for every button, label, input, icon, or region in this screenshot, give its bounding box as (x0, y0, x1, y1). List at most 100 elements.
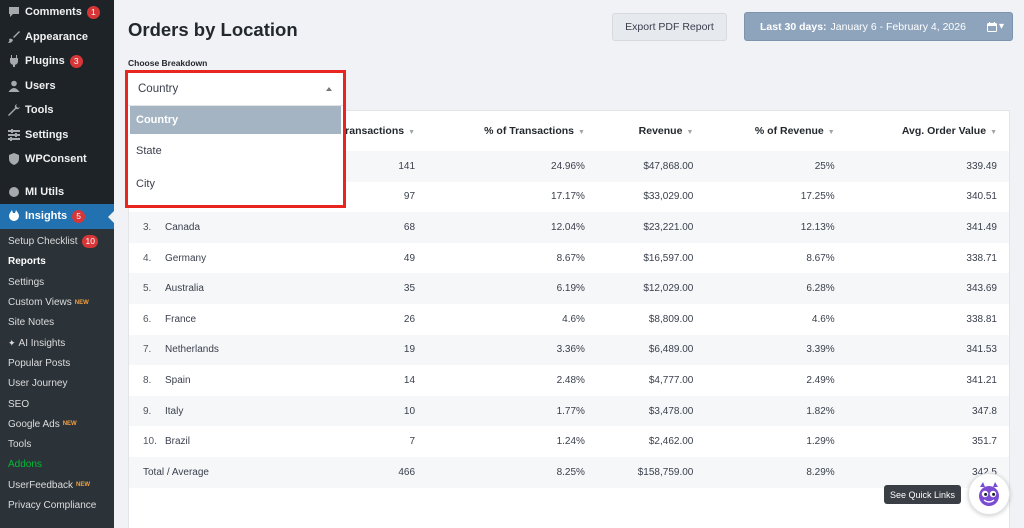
location-name: Italy (165, 405, 184, 417)
avg-order-value-cell: 341.53 (846, 334, 1009, 366)
sidebar-item-label: Comments (25, 6, 82, 19)
column-header-label: % of Revenue (754, 125, 824, 137)
sidebar-item-comments[interactable]: Comments 1 (0, 0, 114, 25)
avg-order-value-cell: 340.51 (966, 191, 997, 203)
caret-up-icon (326, 87, 332, 91)
submenu-item-popular-posts[interactable]: Popular Posts (0, 353, 114, 373)
sort-icon[interactable]: ▼ (990, 129, 997, 136)
submenu-item-google-ads[interactable]: Google Ads NEW (0, 414, 114, 434)
date-range-button[interactable]: Last 30 days: January 6 - February 4, 20… (744, 12, 1013, 41)
settings-icon-wrap (7, 128, 20, 141)
pct-revenue-cell: 17.25% (800, 191, 835, 203)
sidebar-item-tools[interactable]: Tools (0, 98, 114, 123)
avg-order-value-cell: 339.49 (846, 151, 1009, 182)
sidebar-item-mi-utils[interactable]: MI Utils (0, 180, 114, 205)
column-header[interactable]: Transactions ▼ (291, 111, 427, 151)
column-header-label: Avg. Order Value (901, 125, 987, 137)
date-picker-toggle[interactable]: ▾ (986, 21, 1004, 32)
table-row: 3. Canada 68 12.04% $23,221.00 12.13% 341.49 (129, 212, 1009, 243)
notification-badge: 10 (82, 235, 98, 249)
location-name: Australia (165, 283, 204, 295)
location-cell: 3. Canada (129, 212, 292, 243)
plugin-icon-wrap (7, 55, 20, 68)
page-title: Orders by Location (128, 19, 298, 40)
sort-icon[interactable]: ▼ (686, 129, 694, 136)
sidebar-item-settings[interactable]: Settings (0, 123, 114, 148)
sidebar-item-label: Appearance (25, 30, 88, 43)
submenu-item-label: AI Insights (18, 337, 66, 349)
breakdown-option-country[interactable]: Country (130, 106, 341, 134)
users-icon-wrap (7, 79, 20, 92)
submenu-item-label: Tools (8, 439, 32, 451)
revenue-cell: $6,489.00 (596, 334, 706, 366)
pct-revenue-cell: 4.6% (811, 313, 835, 325)
submenu-item-userfeedback[interactable]: UserFeedback NEW (0, 475, 114, 495)
report-table-card: Transactions ▼% of Transactions ▼ Revenue ▼%… (128, 110, 1010, 528)
breakdown-label: Choose Breakdown (128, 58, 208, 68)
location-cell: 10. Brazil (129, 426, 291, 457)
quick-links-tooltip[interactable]: See Quick Links (884, 485, 962, 504)
location-cell: 9. Italy (129, 395, 292, 427)
transactions-cell: 97 (403, 191, 416, 203)
column-header[interactable]: Avg. Order Value ▼ (847, 111, 1009, 151)
revenue-cell: $2,462.00 (648, 436, 694, 448)
revenue-cell: $23,221.00 (596, 212, 706, 243)
pct-revenue-cell: 1.29% (806, 436, 835, 448)
submenu-item-ai-insights[interactable]: ✦ AI Insights (0, 333, 114, 353)
total-pct-transactions: 8.25% (427, 456, 597, 488)
avg-order-value-cell: 341.21 (966, 374, 997, 386)
utils-icon-wrap (7, 185, 20, 198)
submenu-item-settings[interactable]: Settings (0, 272, 114, 292)
submenu-item-reports[interactable]: Reports (0, 252, 114, 272)
submenu-item-site-notes[interactable]: Site Notes (0, 313, 114, 333)
users-icon (8, 80, 19, 92)
submenu-item-seo[interactable]: SEO (0, 394, 114, 414)
breakdown-select[interactable]: Country (128, 73, 343, 106)
sort-icon[interactable]: ▼ (827, 129, 835, 136)
insights-submenu: Setup Checklist 10 Reports Settings Custom V… (0, 228, 114, 528)
submenu-item-setup-checklist[interactable]: Setup Checklist 10 (0, 232, 114, 252)
breakdown-dropdown[interactable]: Country Country State City (125, 70, 346, 208)
pct-revenue-cell: 1.82% (705, 395, 847, 427)
chevron-down-icon: ▾ (998, 21, 1004, 32)
sidebar-item-label: Tools (25, 104, 54, 117)
export-pdf-button[interactable]: Export PDF Report (612, 13, 727, 41)
pct-revenue-cell: 8.67% (806, 252, 835, 264)
column-header[interactable]: % of Revenue ▼ (705, 111, 846, 151)
location-name: France (165, 313, 197, 325)
pct-transactions-cell: 6.19% (427, 273, 597, 304)
pct-transactions-cell: 4.6% (562, 313, 585, 325)
submenu-item-tools[interactable]: Tools (0, 434, 114, 454)
submenu-item-custom-views[interactable]: Custom Views NEW (0, 292, 114, 312)
submenu-item-label: Reports (8, 256, 46, 268)
location-name: Netherlands (165, 344, 219, 356)
comment-icon (8, 7, 19, 18)
breakdown-option-city[interactable]: City (136, 177, 155, 190)
submenu-item-privacy-compliance[interactable]: Privacy Compliance (0, 495, 114, 515)
mascot-icon[interactable] (968, 473, 1010, 515)
avg-order-value-cell: 351.7 (971, 436, 997, 448)
sidebar-item-users[interactable]: Users (0, 74, 114, 99)
sort-icon[interactable]: ▼ (408, 129, 416, 136)
submenu-item-label: Site Notes (8, 317, 55, 329)
utils-icon (8, 186, 19, 197)
paintbrush-icon-wrap (7, 30, 20, 43)
location-cell: 8. Spain (129, 365, 291, 396)
sidebar-item-plugins[interactable]: Plugins 3 (0, 49, 114, 74)
breakdown-option-state[interactable]: State (136, 144, 162, 157)
sidebar-item-wpconsent[interactable]: WPConsent (0, 147, 114, 172)
row-number: 3. (143, 221, 152, 233)
table-row: 5. Australia 35 6.19% $12,029.00 6.28% 343.69 (129, 273, 1009, 304)
submenu-item-label: Privacy Compliance (8, 500, 97, 511)
submenu-item-user-journey[interactable]: User Journey (0, 374, 114, 394)
submenu-item-addons[interactable]: Addons (0, 455, 114, 475)
column-header[interactable]: Revenue ▼ (597, 111, 705, 151)
sidebar-item-appearance[interactable]: Appearance (0, 25, 114, 50)
transactions-cell: 68 (291, 212, 428, 243)
new-tag: NEW (62, 421, 77, 428)
sidebar-item-insights[interactable]: Insights 5 (0, 204, 114, 229)
notification-badge: 3 (69, 54, 83, 68)
total-pct-revenue: 8.29% (705, 456, 847, 488)
column-header[interactable]: % of Transactions ▼ (427, 111, 597, 151)
sort-icon[interactable]: ▼ (578, 129, 585, 136)
